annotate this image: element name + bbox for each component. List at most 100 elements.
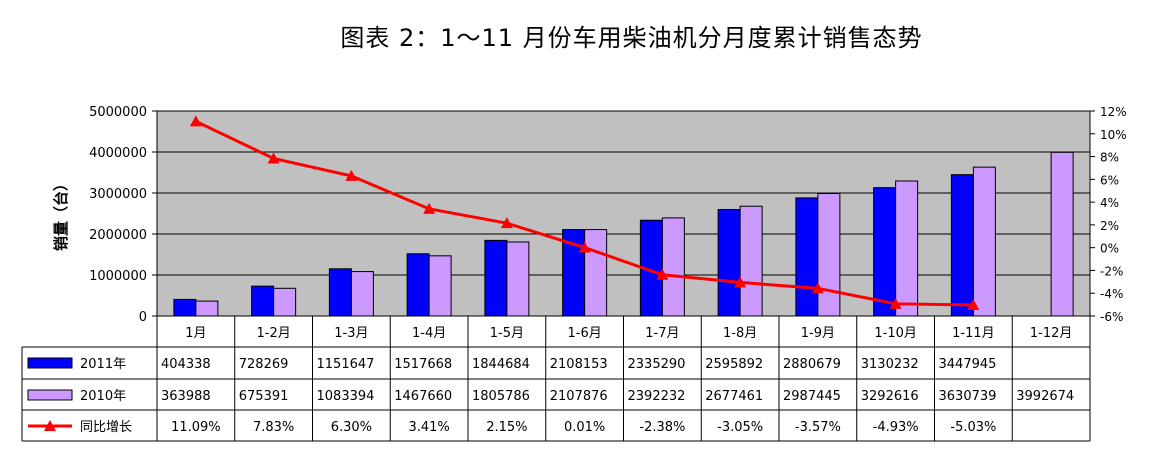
bar-2010 xyxy=(1050,151,1074,317)
bar-2010 xyxy=(972,166,996,317)
growth-point xyxy=(189,115,202,127)
table-cell-value: 2677461 xyxy=(705,389,763,404)
bar-2010 xyxy=(428,255,452,317)
table-cell-value: 1151647 xyxy=(317,357,375,372)
table-cell-value: 675391 xyxy=(239,389,289,404)
x-tick-label: 1-11月 xyxy=(952,326,995,341)
table-cell-value: 728269 xyxy=(239,357,289,372)
y-tick-label: 4000000 xyxy=(89,146,147,161)
growth-point xyxy=(423,202,436,214)
x-tick-label: 1-6月 xyxy=(568,326,602,341)
table-cell-value: 3130232 xyxy=(861,357,919,372)
growth-point xyxy=(734,276,747,288)
y2-tick-label: -2% xyxy=(1100,264,1123,278)
y2-tick-label: 2% xyxy=(1100,219,1119,233)
table-cell-value: 2595892 xyxy=(705,357,763,372)
table-cell-value: 2880679 xyxy=(783,357,841,372)
table-cell-value: 0.01% xyxy=(564,420,605,435)
table-cell-value: 363988 xyxy=(161,389,211,404)
table-cell-value: 1517668 xyxy=(394,357,452,372)
growth-point xyxy=(578,241,591,253)
table-cell-value: -2.38% xyxy=(639,420,685,435)
table-cell-value: 1844684 xyxy=(472,357,530,372)
table-cell-value: 2392232 xyxy=(628,389,686,404)
x-tick-label: 1月 xyxy=(185,326,206,341)
y-tick-label: 5000000 xyxy=(89,105,147,120)
y-axis-label: 销量（台） xyxy=(52,176,70,251)
table-cell-value: -5.03% xyxy=(950,420,996,435)
bar-2010 xyxy=(584,229,608,317)
chart-title: 图表 2：1～11 月份车用柴油机分月度累计销售态势 xyxy=(0,18,1163,53)
table-cell-value: 404338 xyxy=(161,357,211,372)
table-cell-value: 2335290 xyxy=(628,357,686,372)
table-cell-value: 7.83% xyxy=(253,420,294,435)
x-tick-label: 1-3月 xyxy=(334,326,368,341)
bar-2010 xyxy=(350,271,374,317)
bar-2010 xyxy=(195,300,219,317)
y-tick-label: 2000000 xyxy=(89,228,147,243)
table-cell-value: 2.15% xyxy=(486,420,527,435)
bar-2010 xyxy=(506,241,530,317)
bar-2011 xyxy=(873,187,897,317)
table-cell-value: 11.09% xyxy=(171,420,221,435)
legend-label-2011: 2011年 xyxy=(80,357,126,372)
y2-tick-label: 12% xyxy=(1100,105,1127,119)
bar-2011 xyxy=(406,253,430,317)
y2-tick-label: 8% xyxy=(1100,151,1119,165)
x-tick-label: 1-9月 xyxy=(801,326,835,341)
plot-area xyxy=(156,110,1091,317)
bar-2010 xyxy=(739,205,763,317)
bar-2011 xyxy=(950,174,974,317)
growth-point xyxy=(267,152,280,164)
legend-key-2011 xyxy=(27,357,73,369)
table-cell-value: 2108153 xyxy=(550,357,608,372)
x-tick-label: 1-5月 xyxy=(490,326,524,341)
growth-point xyxy=(967,298,980,310)
x-tick-label: 1-4月 xyxy=(412,326,446,341)
table-cell-value: 1467660 xyxy=(394,389,452,404)
table-cell-value: 3630739 xyxy=(939,389,997,404)
y2-tick-label: 0% xyxy=(1100,242,1119,256)
bar-2010 xyxy=(817,193,841,317)
table-cell-value: -3.57% xyxy=(795,420,841,435)
table-cell-value: 2107876 xyxy=(550,389,608,404)
growth-point xyxy=(889,297,902,309)
chart-title-text: 图表 2：1～11 月份车用柴油机分月度累计销售态势 xyxy=(340,24,923,52)
legend-key-marker xyxy=(44,420,56,431)
bar-2011 xyxy=(251,285,275,317)
table-cell-value: 1083394 xyxy=(317,389,375,404)
table-cell-value: 3.41% xyxy=(408,420,449,435)
bar-2011 xyxy=(795,197,819,317)
y2-tick-label: -6% xyxy=(1100,310,1123,324)
y2-tick-label: 4% xyxy=(1100,196,1119,210)
table-cell-value: -3.05% xyxy=(717,420,763,435)
x-tick-label: 1-12月 xyxy=(1030,326,1073,341)
x-tick-label: 1-10月 xyxy=(874,326,917,341)
bar-2010 xyxy=(895,180,919,317)
growth-point xyxy=(500,217,513,229)
bar-2011 xyxy=(328,268,352,317)
bar-2011 xyxy=(173,298,197,317)
table-cell-value: 2987445 xyxy=(783,389,841,404)
table-cell-value: -4.93% xyxy=(873,420,919,435)
legend-label-growth: 同比增长 xyxy=(80,420,132,435)
legend-key-2010 xyxy=(27,389,73,401)
y-tick-label: 3000000 xyxy=(89,187,147,202)
x-tick-label: 1-7月 xyxy=(645,326,679,341)
bar-2010 xyxy=(273,287,297,317)
y-tick-label: 1000000 xyxy=(89,269,147,284)
x-tick-label: 1-2月 xyxy=(257,326,291,341)
table-cell-value: 1805786 xyxy=(472,389,530,404)
y2-tick-label: -4% xyxy=(1100,287,1123,301)
y-tick-label: 0 xyxy=(139,310,147,325)
y2-tick-label: 10% xyxy=(1100,128,1127,142)
bar-2011 xyxy=(717,209,741,317)
bar-2010 xyxy=(661,217,685,317)
y2-tick-label: 6% xyxy=(1100,173,1119,187)
table-cell-value: 6.30% xyxy=(331,420,372,435)
table-cell-value: 3992674 xyxy=(1016,389,1074,404)
growth-point xyxy=(656,268,669,280)
legend-label-2010: 2010年 xyxy=(80,389,126,404)
table-cell-value: 3292616 xyxy=(861,389,919,404)
